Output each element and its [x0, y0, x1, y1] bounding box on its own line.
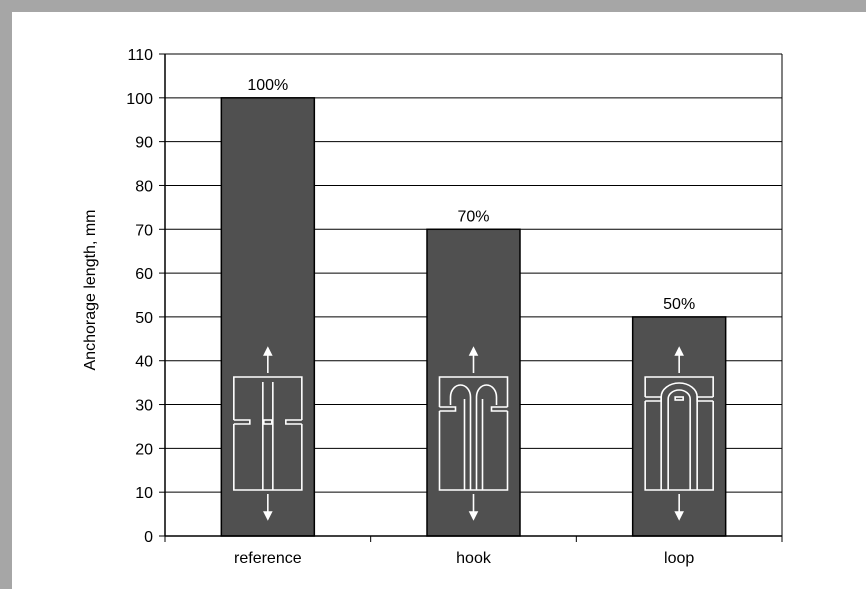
x-category-label: hook: [456, 550, 492, 567]
bar-hook: [426, 228, 521, 537]
y-tick-label: 10: [135, 485, 153, 502]
y-tick-label: 70: [135, 222, 153, 239]
anchorage-icons: [233, 346, 714, 521]
y-tick-label: 20: [135, 441, 153, 458]
arrow-head: [468, 511, 479, 521]
y-tick-label: 90: [135, 135, 153, 152]
loop-bar-inner: [667, 389, 691, 490]
y-tick-label: 0: [144, 529, 153, 546]
hook-bar-left: [449, 384, 472, 490]
bar-reference: [220, 97, 316, 537]
splice-mark: [674, 396, 684, 401]
data-label: 50%: [663, 296, 695, 313]
data-label: 100%: [247, 77, 288, 94]
reference-anchorage-icon: [233, 346, 303, 521]
y-tick-label: 100: [126, 91, 153, 108]
anchor-block-outline: [644, 376, 714, 491]
arrow-head: [674, 346, 684, 356]
anchor-block-outline: [438, 376, 509, 491]
arrow-head: [263, 511, 273, 521]
bars: [220, 97, 727, 537]
window-frame-left: [0, 0, 12, 589]
y-tick-label: 60: [135, 266, 153, 283]
anchor-notch: [233, 419, 302, 425]
anchor-notch: [439, 406, 508, 412]
y-tick-label: 30: [135, 398, 153, 415]
x-category-label: reference: [234, 550, 302, 567]
x-category-label: loop: [664, 550, 694, 567]
arrow-head: [674, 511, 684, 521]
splice-mark: [263, 419, 273, 425]
window-frame-top: [0, 0, 866, 12]
y-tick-label: 40: [135, 354, 153, 371]
arrow-head: [263, 346, 273, 356]
y-tick-label: 80: [135, 178, 153, 195]
hook-anchorage-icon: [438, 346, 509, 521]
labels: 0 10 20 30 40 50 60 70 80 90 100 110 100% reference 70…: [126, 47, 695, 567]
anchor-block-outline: [233, 376, 303, 491]
hook-bar-right: [475, 384, 498, 490]
y-tick-label: 50: [135, 310, 153, 327]
data-label: 70%: [457, 208, 489, 225]
axes: [159, 53, 783, 542]
y-axis-title: Anchorage length, mm: [82, 210, 99, 371]
loop-bar-outer: [660, 382, 698, 490]
y-tick-label: 110: [127, 47, 153, 64]
loop-anchorage-icon: [644, 346, 714, 521]
arrow-head: [468, 346, 479, 356]
